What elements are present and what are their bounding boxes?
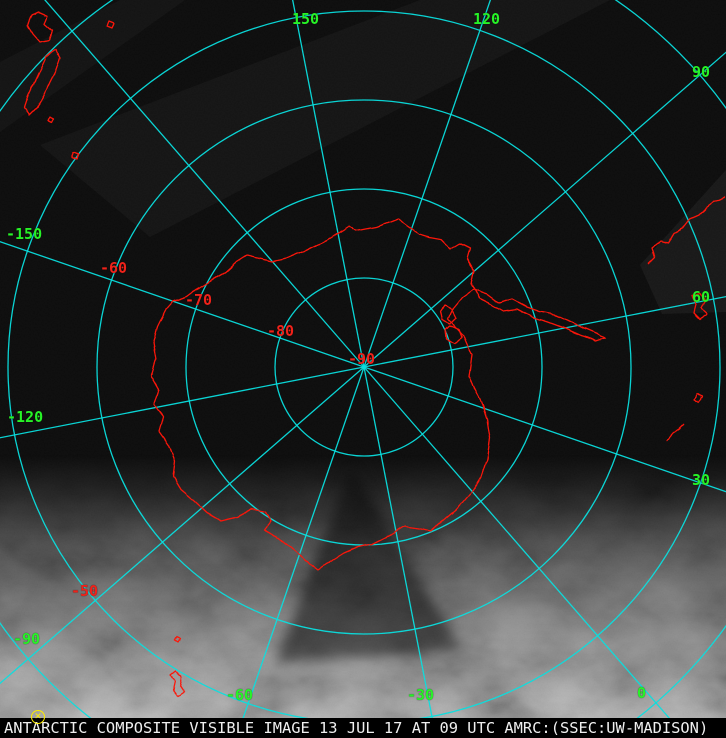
caption-bar: ANTARCTIC COMPOSITE VISIBLE IMAGE 13 JUL… — [0, 718, 726, 738]
station-marker-icon: ✕ — [31, 710, 45, 724]
caption-text: ANTARCTIC COMPOSITE VISIBLE IMAGE 13 JUL… — [4, 719, 709, 737]
noise-overlay — [0, 0, 726, 718]
